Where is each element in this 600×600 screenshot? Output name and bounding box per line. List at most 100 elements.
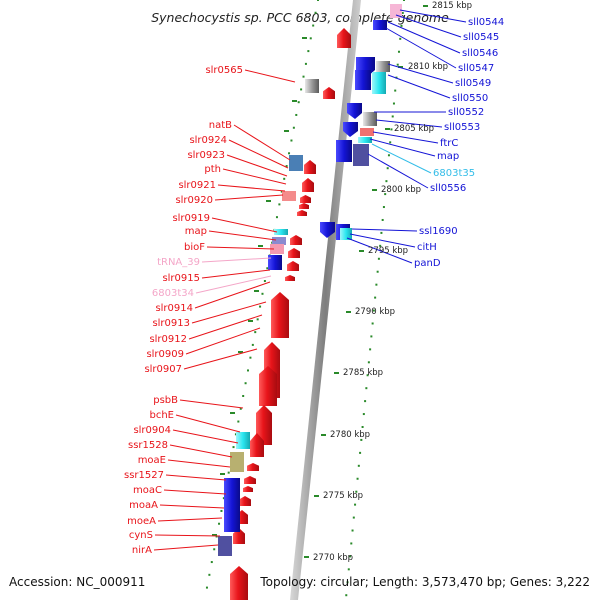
track-dot [380, 231, 383, 234]
kbp-tick-label: 2800 kbp [381, 185, 421, 195]
gene-label[interactable]: psbB [153, 395, 178, 406]
forward-gene [250, 433, 264, 457]
forward-gene [290, 235, 302, 245]
forward-gene [271, 292, 289, 338]
gene-label[interactable]: sll0544 [468, 17, 504, 28]
track-dot [218, 522, 221, 525]
gene-label[interactable]: sll0556 [430, 183, 466, 194]
gene-label[interactable]: slr0923 [187, 150, 225, 161]
gene-features [218, 4, 402, 600]
gene-label[interactable]: slr0904 [133, 425, 171, 436]
track-dot [374, 296, 377, 299]
gene-label[interactable]: slr0919 [172, 213, 210, 224]
leader-line [208, 230, 277, 241]
gene-label[interactable]: natB [209, 120, 232, 131]
track-dot [232, 446, 235, 449]
gene-block [360, 128, 374, 136]
gene-label[interactable]: sll0545 [463, 32, 499, 43]
gene-label[interactable]: slr0921 [178, 180, 216, 191]
track-dot [292, 126, 295, 129]
gene-label[interactable]: slr0913 [152, 318, 190, 329]
leader-line [163, 489, 227, 495]
track-dot [280, 190, 283, 193]
track-dot [356, 477, 359, 480]
track-dot [354, 503, 357, 506]
gene-label[interactable]: pth [204, 164, 221, 175]
track-dot [275, 216, 278, 219]
gene-label[interactable]: slr0920 [175, 195, 213, 206]
gene-label[interactable]: sll0547 [458, 63, 494, 74]
gene-label[interactable]: moaC [133, 485, 162, 496]
tick-track [205, 0, 428, 597]
gene-label[interactable]: nirA [132, 545, 152, 556]
track-dot [222, 497, 225, 500]
gene-label[interactable]: bioF [184, 242, 205, 253]
gene-label[interactable]: cynS [129, 530, 153, 541]
gene-label[interactable]: slr0912 [149, 334, 187, 345]
track-dot [304, 62, 307, 65]
gene-label[interactable]: panD [414, 258, 441, 269]
gene-label[interactable]: bchE [149, 410, 174, 421]
gene-label[interactable]: slr0907 [144, 364, 182, 375]
gene-label[interactable]: moaA [129, 500, 158, 511]
track-dot [234, 433, 237, 436]
leader-line [369, 138, 436, 157]
track-dot [215, 535, 218, 538]
gene-label[interactable]: ssl1690 [419, 226, 458, 237]
track-dot [392, 102, 395, 105]
track-dot [360, 438, 363, 441]
gene-label[interactable]: moeA [127, 516, 156, 527]
gene-label[interactable]: sll0553 [444, 122, 480, 133]
leader-line [201, 269, 271, 279]
gene-label[interactable]: moaE [138, 455, 166, 466]
forward-gene [297, 210, 307, 216]
gene-label[interactable]: tRNA_39 [157, 257, 200, 268]
gene-label[interactable]: map [185, 226, 207, 237]
track-dot [369, 348, 372, 351]
leader-line [214, 194, 284, 201]
gene-label[interactable]: sll0546 [462, 48, 498, 59]
track-dot [377, 257, 380, 260]
track-dot [370, 335, 373, 338]
gene-label[interactable]: ssr1527 [124, 470, 164, 481]
track-dot [364, 400, 367, 403]
track-dot [251, 343, 254, 346]
track-dot [396, 63, 399, 66]
kbp-tick-label: 2770 kbp [313, 553, 353, 563]
track-dot [263, 280, 266, 283]
reverse-gene [224, 478, 240, 532]
track-dot [312, 24, 315, 27]
gene-label[interactable]: 6803t35 [433, 168, 475, 179]
kbp-tick-label: 2810 kbp [408, 62, 448, 72]
gene-label[interactable]: slr0924 [189, 135, 227, 146]
track-dot [210, 561, 213, 564]
gene-label[interactable]: citH [417, 242, 437, 253]
gene-label[interactable]: ssr1528 [128, 440, 168, 451]
leader-line [217, 184, 286, 192]
gene-label[interactable]: slr0914 [155, 303, 193, 314]
gene-block [372, 72, 386, 94]
gene-label[interactable]: ftrC [440, 138, 458, 149]
track-dot [391, 115, 394, 118]
track-dot [317, 0, 319, 1]
track-dot [350, 542, 353, 545]
gene-label[interactable]: sll0549 [455, 78, 491, 89]
leader-line [175, 414, 241, 433]
kbp-tick-label: 2785 kbp [343, 368, 383, 378]
track-dot [259, 305, 262, 308]
track-dot [366, 374, 369, 377]
reverse-gene [268, 255, 282, 270]
gene-label[interactable]: 6803t34 [152, 288, 194, 299]
gene-label[interactable]: slr0565 [205, 65, 243, 76]
forward-gene [337, 28, 351, 48]
gene-label[interactable]: sll0552 [448, 107, 484, 118]
accession-text: Accession: NC_000911 [9, 575, 146, 589]
track-dot [376, 270, 379, 273]
gene-label[interactable]: slr0915 [162, 273, 200, 284]
gene-label[interactable]: slr0909 [146, 349, 184, 360]
gene-label[interactable]: map [437, 151, 459, 162]
gene-label[interactable]: sll0550 [452, 93, 488, 104]
gene-block [282, 191, 296, 201]
reverse-gene [336, 140, 352, 162]
